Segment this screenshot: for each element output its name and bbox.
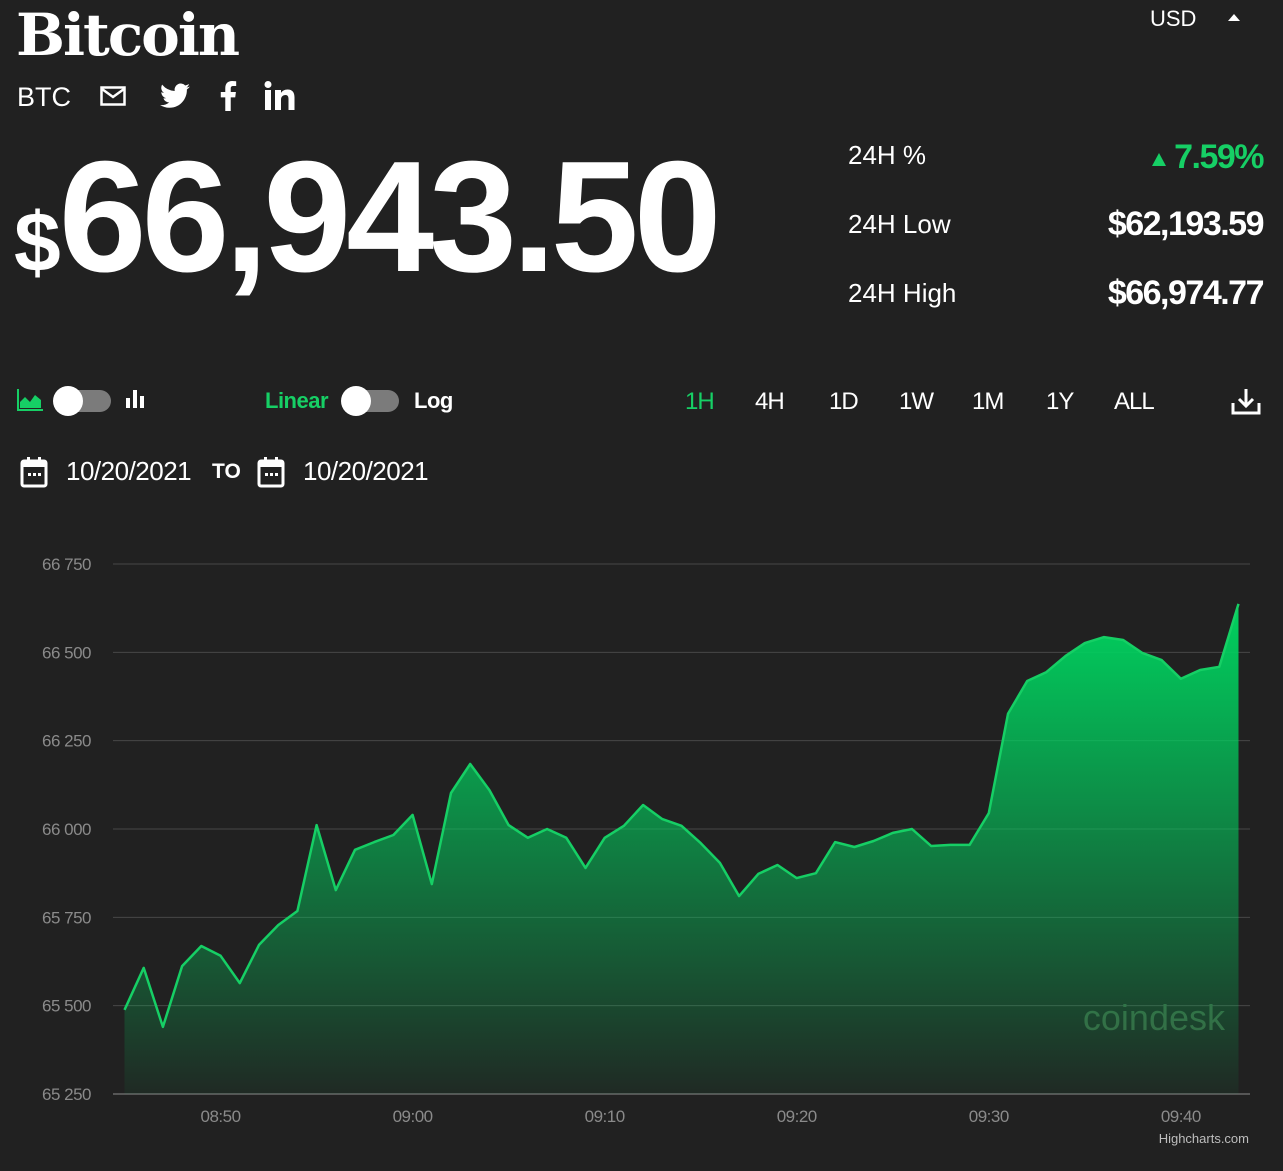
stat-label-24h-pct: 24H % xyxy=(848,140,927,170)
stat-value-24h-low: $62,193.59 xyxy=(1107,205,1265,243)
date-from-input[interactable]: 10/20/2021 xyxy=(66,456,192,486)
stat-value-24h-pct: 7.59% xyxy=(1152,138,1264,177)
bar-chart-icon[interactable] xyxy=(125,388,147,415)
calendar-icon[interactable] xyxy=(20,456,48,493)
area-chart-icon[interactable] xyxy=(17,389,43,416)
linkedin-icon[interactable] xyxy=(264,80,296,112)
toggle-knob xyxy=(341,386,371,416)
current-price: $66,943.50 xyxy=(14,138,722,296)
range-1y[interactable]: 1Y xyxy=(1046,388,1074,415)
price-value: 66,943.50 xyxy=(58,129,722,305)
x-tick-label: 08:50 xyxy=(201,1107,241,1126)
y-tick-label: 66 000 xyxy=(42,820,91,839)
x-tick-label: 09:00 xyxy=(393,1107,433,1126)
x-tick-label: 09:20 xyxy=(777,1107,817,1126)
date-to-input[interactable]: 10/20/2021 xyxy=(303,456,429,486)
stat-label-24h-high: 24H High xyxy=(848,278,957,308)
twitter-icon[interactable] xyxy=(159,80,191,112)
y-tick-label: 65 500 xyxy=(42,997,91,1016)
highcharts-credits[interactable]: Highcharts.com xyxy=(1159,1131,1249,1146)
x-tick-label: 09:10 xyxy=(585,1107,625,1126)
ticker-symbol: BTC xyxy=(17,82,71,112)
chart-type-toggle[interactable] xyxy=(53,386,111,416)
y-tick-label: 66 500 xyxy=(42,643,91,662)
price-line xyxy=(123,603,1240,1029)
x-tick-label: 09:30 xyxy=(969,1107,1009,1126)
range-1h[interactable]: 1H xyxy=(685,388,715,415)
page-title: Bitcoin xyxy=(16,1,240,69)
stat-value-24h-high: $66,974.77 xyxy=(1107,274,1265,312)
price-currency-symbol: $ xyxy=(14,195,61,289)
date-range-to-label: TO xyxy=(212,460,241,483)
range-4h[interactable]: 4H xyxy=(755,388,785,415)
y-tick-label: 65 250 xyxy=(42,1085,91,1104)
y-tick-label: 66 250 xyxy=(42,732,91,751)
currency-selector[interactable]: USD xyxy=(1150,6,1197,31)
range-1m[interactable]: 1M xyxy=(972,388,1004,415)
arrow-up-icon xyxy=(1152,153,1167,166)
range-1w[interactable]: 1W xyxy=(899,388,934,415)
scale-toggle[interactable] xyxy=(341,386,399,416)
x-tick-label: 09:40 xyxy=(1161,1107,1201,1126)
calendar-icon[interactable] xyxy=(257,456,285,493)
scale-log-label[interactable]: Log xyxy=(414,388,453,413)
range-all[interactable]: ALL xyxy=(1114,388,1155,415)
mail-icon[interactable] xyxy=(97,80,129,112)
scale-linear-label[interactable]: Linear xyxy=(265,388,329,413)
download-icon[interactable] xyxy=(1231,387,1261,420)
facebook-icon[interactable] xyxy=(212,80,244,112)
stat-label-24h-low: 24H Low xyxy=(848,209,951,239)
pct-change: 7.59% xyxy=(1174,138,1264,176)
y-tick-label: 66 750 xyxy=(42,555,91,574)
y-tick-label: 65 750 xyxy=(42,908,91,927)
range-1d[interactable]: 1D xyxy=(829,388,859,415)
price-area xyxy=(124,603,1239,1094)
caret-up-icon[interactable] xyxy=(1228,14,1240,21)
toggle-knob xyxy=(53,386,83,416)
